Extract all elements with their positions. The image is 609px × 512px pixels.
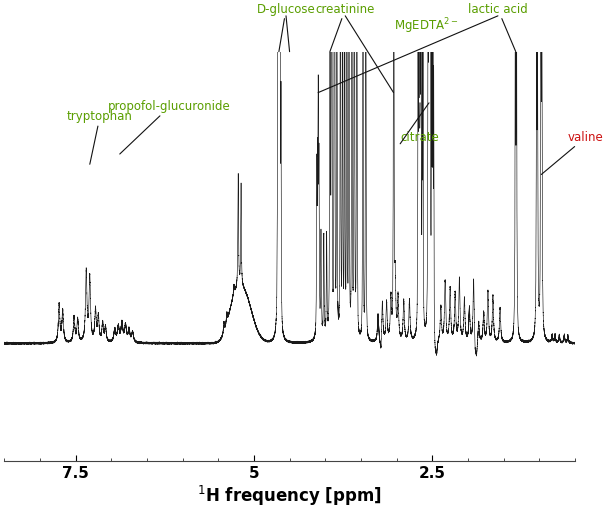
Text: MgEDTA$^{2-}$: MgEDTA$^{2-}$ (395, 17, 459, 36)
Text: creatinine: creatinine (315, 3, 375, 52)
Text: tryptophan: tryptophan (67, 110, 133, 164)
Text: citrate: citrate (400, 103, 439, 144)
Text: D-glucose: D-glucose (256, 3, 315, 52)
Text: propofol-glucuronide: propofol-glucuronide (108, 100, 231, 154)
Text: valine: valine (541, 131, 604, 175)
Text: lactic acid: lactic acid (468, 3, 528, 52)
X-axis label: $^{1}$H frequency [ppm]: $^{1}$H frequency [ppm] (197, 484, 382, 508)
